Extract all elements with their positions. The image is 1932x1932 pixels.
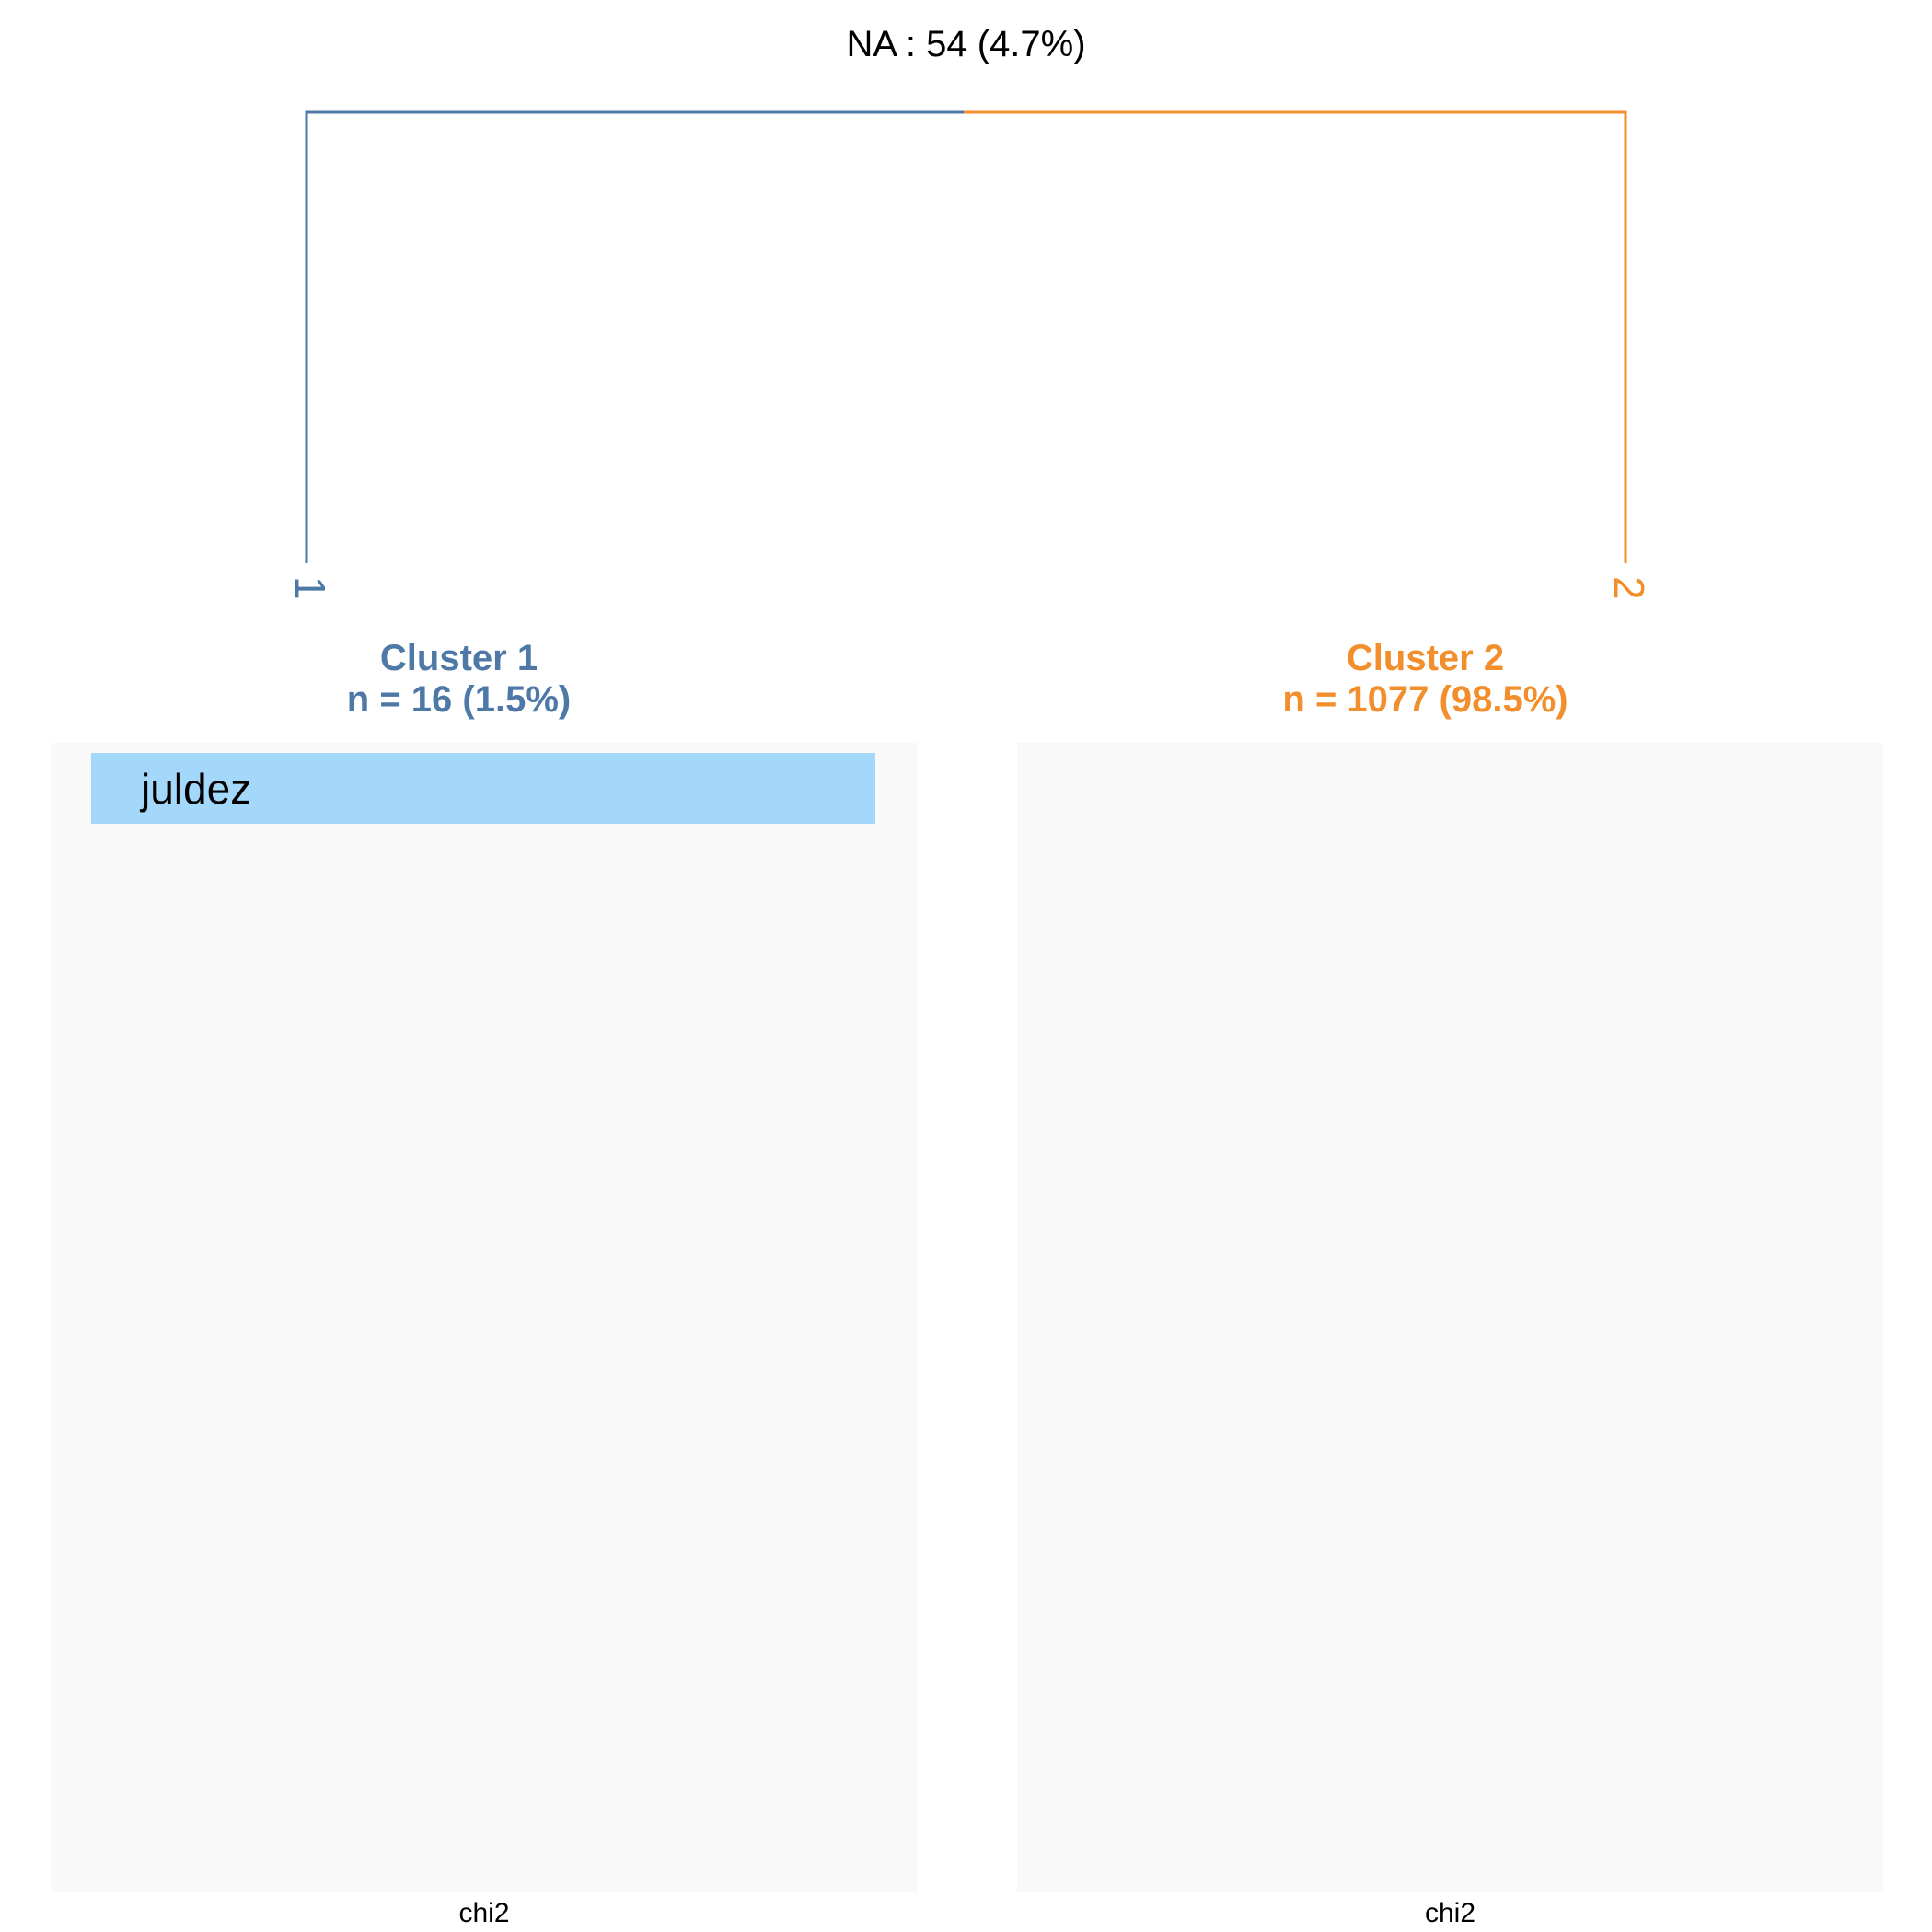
cluster-1-panel: juldez: [51, 743, 918, 1892]
cluster-1-header: Cluster 1 n = 16 (1.5%): [51, 638, 867, 721]
dendrogram-branch-cluster-1: [305, 110, 964, 563]
dendrogram-tree: 1 2: [286, 110, 1653, 600]
cluster-1-x-axis-label: chi2: [458, 1898, 510, 1928]
cluster-1-count: n = 16 (1.5%): [346, 679, 572, 720]
cluster-2-title: Cluster 2: [1346, 638, 1505, 678]
na-count-label: NA : 54 (4.7%): [846, 24, 1086, 64]
cluster-1-word-bar: juldez: [91, 753, 875, 824]
cluster-2-count: n = 1077 (98.5%): [1282, 679, 1568, 720]
dendrogram-branch-cluster-2: [964, 110, 1627, 563]
cluster-1-word-label: juldez: [141, 764, 252, 813]
dendrogram-leaf-label-1: 1: [286, 576, 334, 600]
dendrogram-leaf-label-2: 2: [1605, 576, 1653, 600]
cluster-2-x-axis-label: chi2: [1424, 1898, 1476, 1928]
cluster-2-panel: [1017, 743, 1883, 1892]
cluster-2-header: Cluster 2 n = 1077 (98.5%): [1017, 638, 1834, 721]
cluster-1-title: Cluster 1: [379, 638, 538, 678]
